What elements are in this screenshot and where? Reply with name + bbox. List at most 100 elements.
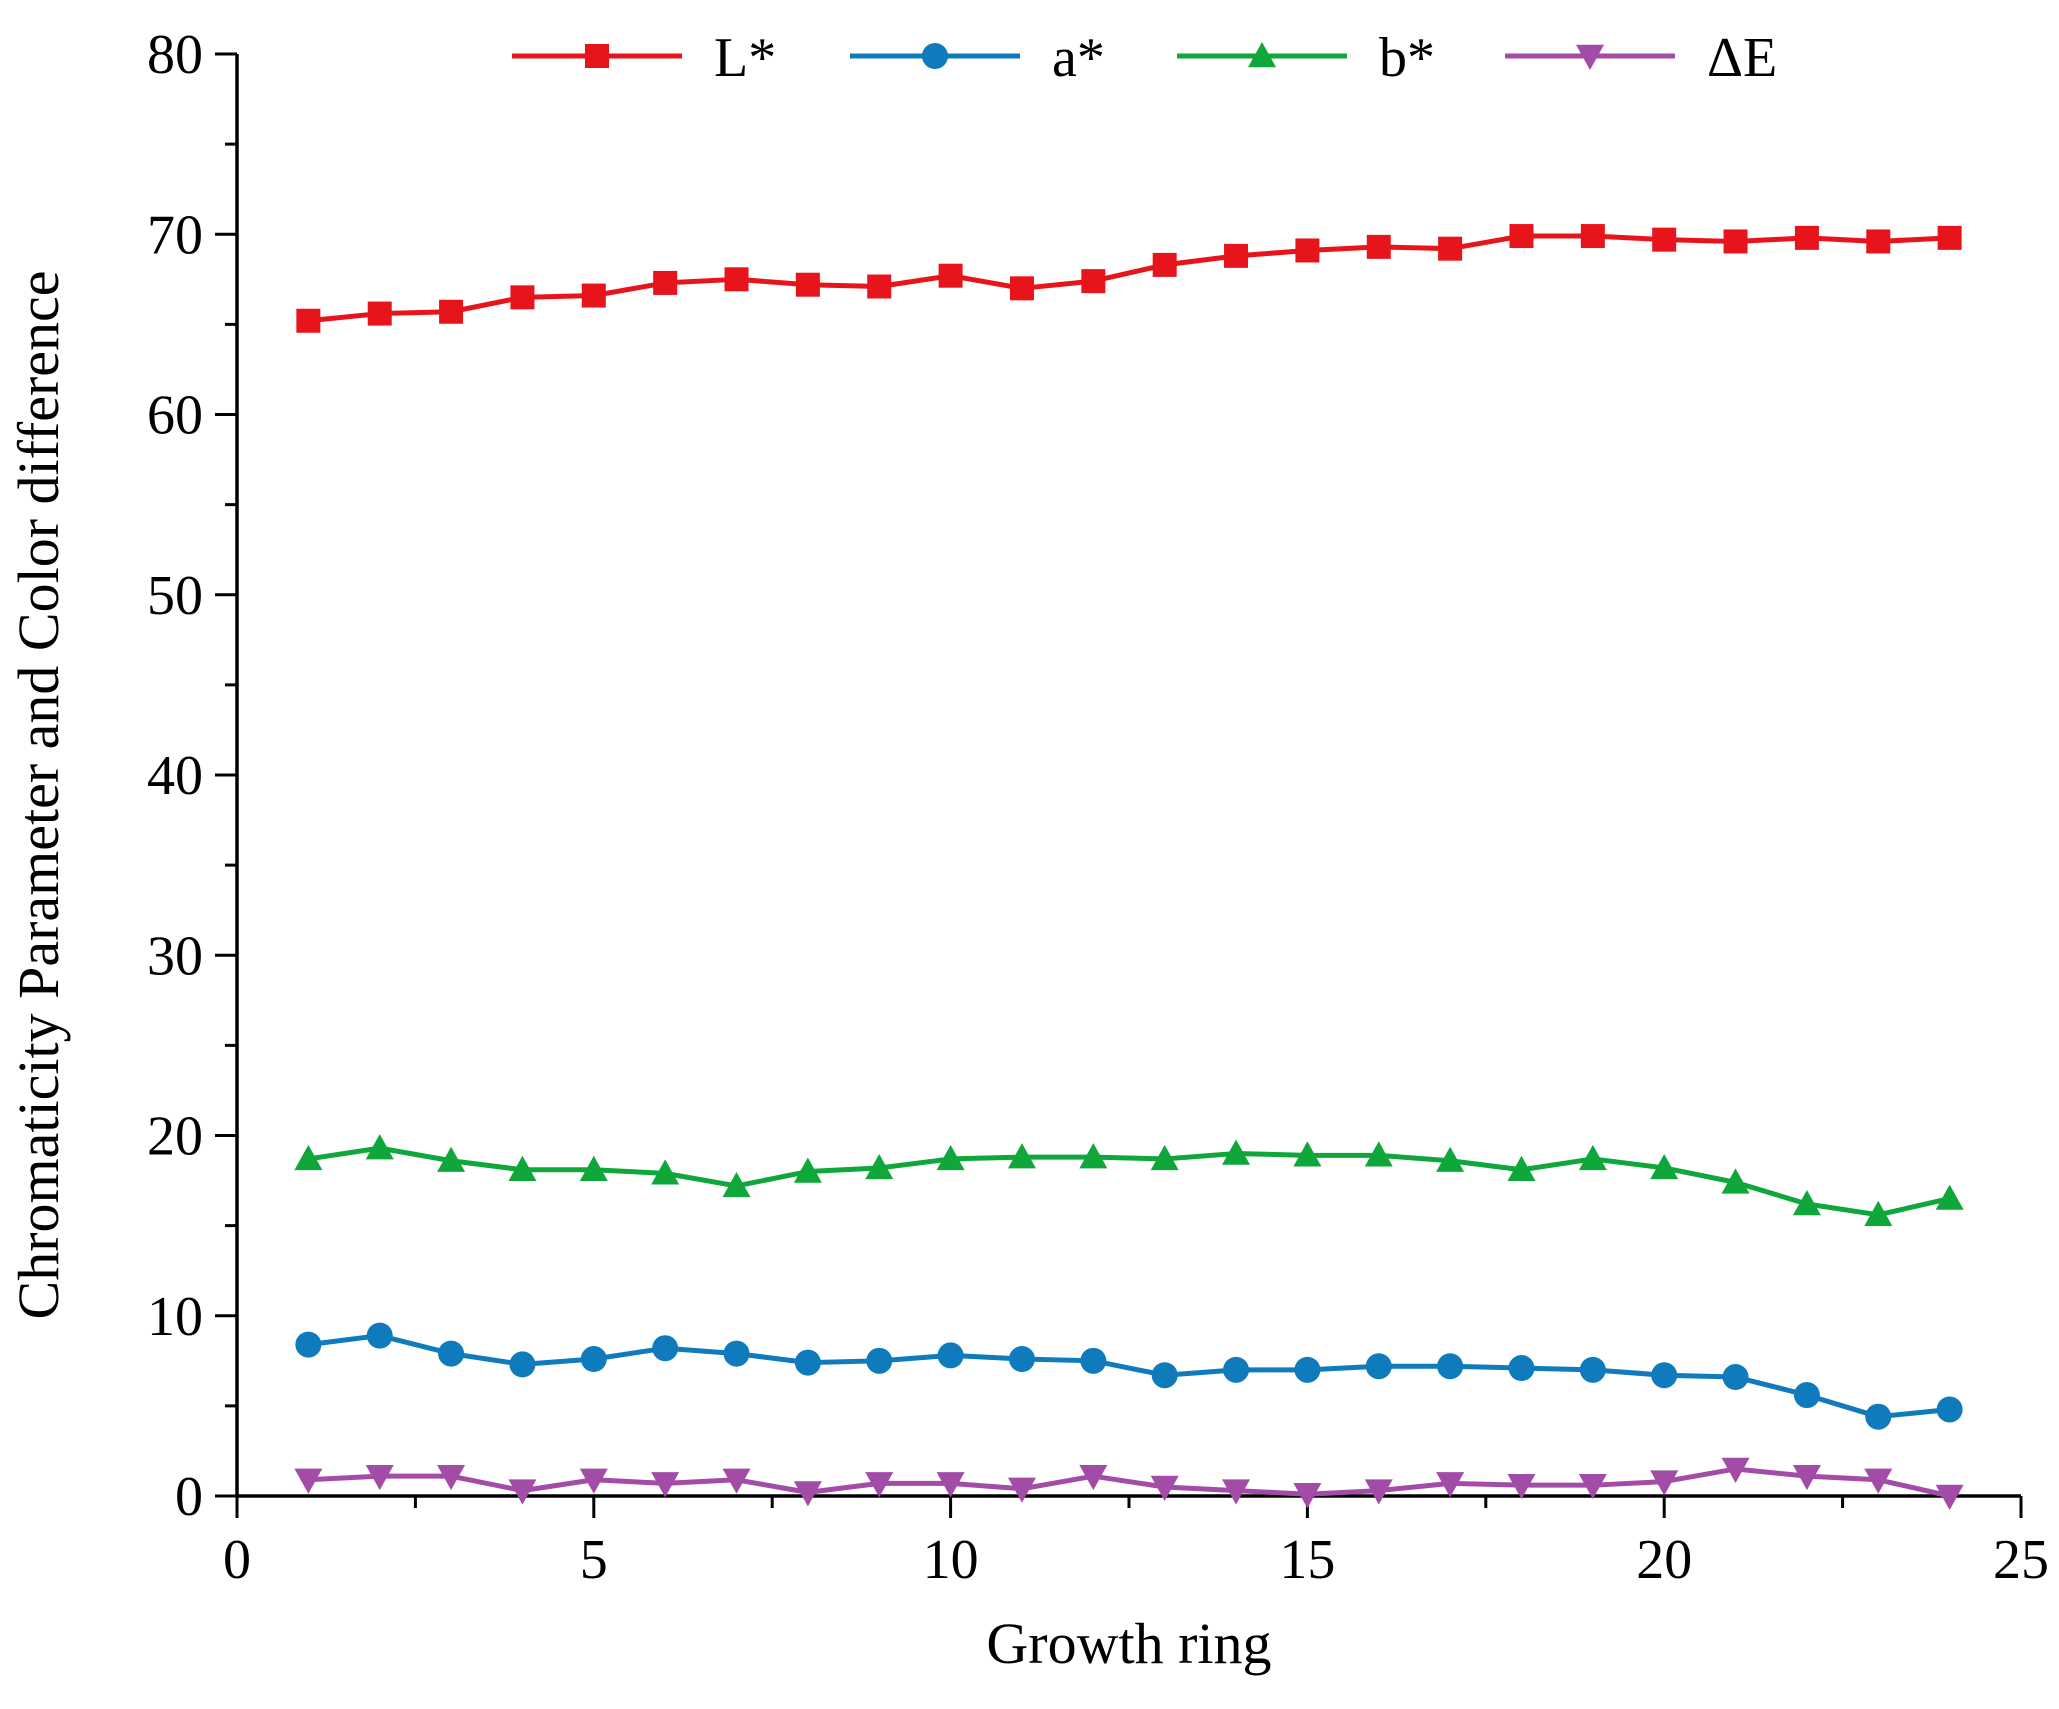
y-tick-label: 40 xyxy=(147,745,203,807)
data-point xyxy=(1293,1482,1322,1509)
data-point xyxy=(1507,1473,1536,1500)
data-point xyxy=(936,1472,965,1498)
x-tick-label: 20 xyxy=(1636,1529,1692,1591)
series-1 xyxy=(295,1322,1963,1430)
data-point xyxy=(295,1331,322,1358)
data-point xyxy=(937,1342,964,1369)
series-line xyxy=(308,1466,1951,1499)
data-point xyxy=(1866,229,1891,254)
data-point xyxy=(1436,1146,1465,1172)
data-point xyxy=(1793,1382,1820,1409)
data-point xyxy=(1009,276,1034,301)
x-axis: 0 5 10 15 20 25 xyxy=(223,1496,2049,1591)
data-point xyxy=(1650,1153,1679,1180)
data-point xyxy=(1436,1472,1465,1498)
data-point xyxy=(1723,229,1748,254)
y-tick-label: 20 xyxy=(147,1106,203,1168)
data-point xyxy=(296,308,321,333)
data-point xyxy=(1366,234,1391,259)
data-point xyxy=(795,272,820,297)
data-point xyxy=(1364,1141,1393,1167)
data-point xyxy=(936,1144,965,1171)
data-point xyxy=(1222,1479,1251,1505)
data-point xyxy=(1864,1468,1893,1494)
data-point xyxy=(1578,1473,1607,1500)
data-point xyxy=(793,1481,822,1507)
y-tick-label: 0 xyxy=(175,1466,203,1528)
data-point xyxy=(1438,236,1463,261)
legend-label: ΔE xyxy=(1707,27,1777,89)
data-point xyxy=(581,283,606,308)
x-axis-title: Growth ring xyxy=(986,1611,1271,1676)
data-point xyxy=(1294,1356,1321,1383)
data-point xyxy=(722,1171,751,1198)
legend-item: a* xyxy=(850,27,1105,89)
data-point xyxy=(1080,1347,1107,1374)
data-point xyxy=(793,1157,822,1183)
x-tick-label: 0 xyxy=(223,1529,251,1591)
legend-label: a* xyxy=(1052,27,1105,89)
data-point xyxy=(294,1468,323,1494)
y-tick-label: 80 xyxy=(147,24,203,86)
y-tick-label: 70 xyxy=(147,204,203,266)
data-point xyxy=(1007,1477,1036,1503)
data-point xyxy=(365,1464,394,1491)
data-point xyxy=(366,1322,393,1349)
y-axis-title: Chromaticity Parameter and Color differe… xyxy=(6,271,71,1320)
data-point xyxy=(1864,1200,1893,1227)
data-point xyxy=(1935,1184,1964,1210)
data-point xyxy=(1151,1362,1178,1389)
data-point xyxy=(865,1153,894,1180)
data-point xyxy=(1935,1484,1964,1510)
y-axis: 0 10 20 30 40 50 60 70 80 xyxy=(147,24,237,1528)
data-point xyxy=(580,1346,607,1373)
data-point xyxy=(367,301,392,326)
data-point xyxy=(437,1146,466,1172)
data-point xyxy=(1437,1353,1464,1380)
legend-item: ΔE xyxy=(1505,27,1777,89)
series-line xyxy=(307,1145,1951,1218)
data-point xyxy=(1722,1364,1749,1391)
data-point xyxy=(1007,1143,1036,1169)
data-point xyxy=(510,285,535,310)
data-point xyxy=(1507,1155,1536,1181)
data-point xyxy=(865,1472,894,1498)
data-point xyxy=(724,267,749,292)
data-point xyxy=(508,1155,537,1181)
data-point xyxy=(652,1335,679,1362)
data-point xyxy=(1650,1470,1679,1496)
y-tick-label: 10 xyxy=(147,1286,203,1348)
data-point xyxy=(1223,1356,1250,1383)
y-tick-label: 50 xyxy=(147,565,203,627)
x-tick-label: 10 xyxy=(923,1529,979,1591)
data-point xyxy=(1079,1143,1108,1169)
data-point xyxy=(1937,225,1962,250)
series-layer xyxy=(294,224,1964,1510)
data-point xyxy=(1792,1189,1821,1216)
legend-marker xyxy=(1576,44,1604,70)
data-point xyxy=(1295,238,1320,263)
data-point xyxy=(938,263,963,288)
data-point xyxy=(508,1479,537,1505)
y-tick-label: 60 xyxy=(147,385,203,447)
data-point xyxy=(1652,227,1677,252)
data-point xyxy=(1150,1144,1179,1171)
plot-area xyxy=(235,54,2021,1498)
x-tick-label: 25 xyxy=(1993,1529,2049,1591)
data-point xyxy=(439,299,464,324)
data-point xyxy=(365,1134,394,1160)
data-point xyxy=(1794,225,1819,250)
x-tick-label: 5 xyxy=(580,1529,608,1591)
data-point xyxy=(1578,1144,1607,1171)
data-point xyxy=(579,1468,608,1494)
data-point xyxy=(509,1351,536,1378)
data-point xyxy=(794,1349,821,1376)
data-point xyxy=(1364,1479,1393,1505)
data-point xyxy=(1508,1355,1535,1382)
data-point xyxy=(1079,1464,1108,1491)
data-point xyxy=(1509,224,1534,249)
legend-item: L* xyxy=(512,27,776,89)
data-point xyxy=(1865,1403,1892,1430)
data-point xyxy=(1150,1475,1179,1501)
legend-marker xyxy=(922,43,948,69)
